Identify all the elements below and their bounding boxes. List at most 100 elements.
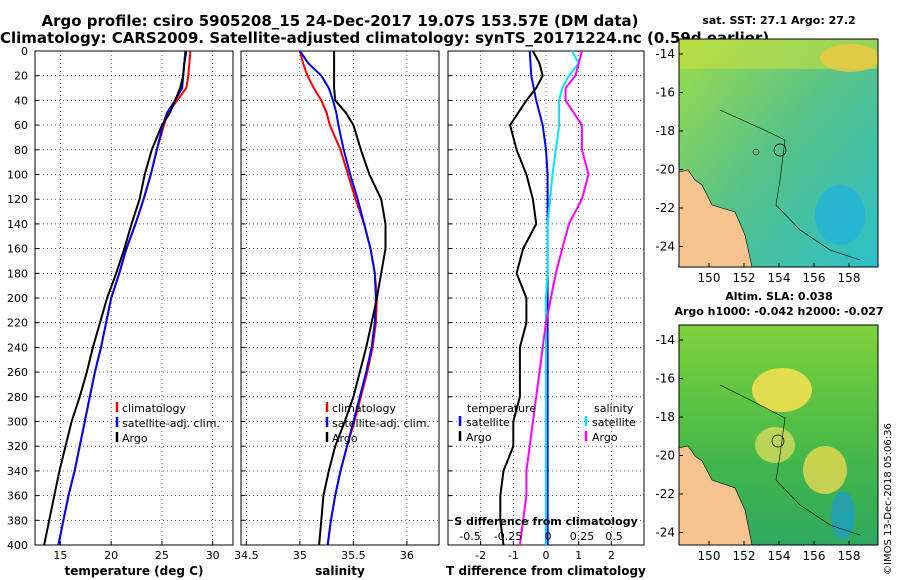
map-x-tick-label: 158 (838, 271, 861, 285)
series-line-satellite-adj-clim- (57, 50, 187, 546)
map-y-tick-label: -16 (655, 372, 675, 386)
depth-tick-label: 160 (7, 243, 28, 256)
depth-tick-label: 140 (7, 218, 28, 231)
series-line-argo (43, 50, 188, 546)
depth-tick-label: 180 (7, 267, 28, 280)
map-y-tick-label: -20 (655, 163, 675, 177)
legend-label: Argo (122, 432, 148, 445)
map-y-tick-label: -18 (655, 410, 675, 424)
series-line-argo-salinity- (518, 50, 590, 546)
map-x-tick-label: 150 (698, 549, 721, 563)
map-x-tick-label: 152 (733, 549, 756, 563)
series-line-argo-temperature- (499, 50, 544, 546)
x-tick-label: -2 (475, 549, 486, 562)
depth-tick-label: 300 (7, 416, 28, 429)
series-line-climatology (57, 50, 192, 546)
series-line-satellite-adj-clim- (299, 50, 377, 546)
x-tick-label: 35.5 (341, 549, 366, 562)
map-y-tick-label: -24 (655, 526, 675, 540)
x-tick-label: 36 (400, 549, 414, 562)
x-axis-label: T difference from climatology (446, 564, 646, 578)
map-y-tick-label: -24 (655, 240, 675, 254)
map-y-tick-label: -14 (655, 333, 675, 347)
x2-tick-label: 0 (545, 530, 552, 543)
depth-tick-label: 320 (7, 440, 28, 453)
legend-group-title: salinity (594, 402, 634, 415)
legend-label: satellite (466, 416, 510, 429)
depth-tick-label: 380 (7, 514, 28, 527)
depth-tick-label: 80 (14, 144, 28, 157)
map-y-tick-label: -14 (655, 47, 675, 61)
salinity-panel: 34.5 35 35.5 36 salinity climatology satellite… (234, 50, 440, 578)
map-x-tick-label: 158 (838, 549, 861, 563)
x-tick-label: 35 (293, 549, 307, 562)
x-tick-label: 0 (543, 549, 550, 562)
legend-label: satellite-adj. clim. (332, 417, 430, 430)
map-y-tick-label: -22 (655, 487, 675, 501)
legend-label: climatology (332, 402, 396, 415)
sla-map (679, 325, 878, 545)
x2-axis-label: S difference from climatology (454, 515, 638, 528)
x-tick-label: 25 (155, 549, 169, 562)
map-x-tick-label: 154 (768, 549, 791, 563)
x-tick-label: 15 (53, 549, 67, 562)
series-line-satellite-temperature- (528, 50, 549, 545)
series-line-argo (318, 51, 387, 546)
map-y-tick-label: -18 (655, 124, 675, 138)
depth-tick-label: 200 (7, 292, 28, 305)
depth-tick-label: 100 (7, 169, 28, 182)
sla-map-axes: 150 152 154 156 158 -14 -16 -18 -20 -22 -24 (655, 333, 860, 563)
legend-label: climatology (122, 402, 186, 415)
legend-label: Argo (332, 432, 358, 445)
x-tick-label: 1 (575, 549, 582, 562)
depth-tick-label: 280 (7, 391, 28, 404)
depth-axis: 0 20 40 60 80 100 120 140 160 180 200 220 240 260 280 3… (7, 45, 28, 552)
x-tick-label: 34.5 (234, 549, 259, 562)
x2-tick-label: -0.25 (494, 530, 522, 543)
map-y-tick-label: -20 (655, 449, 675, 463)
depth-tick-label: 60 (14, 119, 28, 132)
difference-panel: -2 -1 0 1 2 T difference from climatology S di… (446, 50, 646, 578)
depth-tick-label: 0 (21, 45, 28, 58)
depth-tick-label: 400 (7, 539, 28, 552)
legend-group-title: temperature (467, 402, 536, 415)
legend-label: Argo (466, 431, 492, 444)
title-line-1: Argo profile: csiro 5905208_15 24-Dec-20… (41, 12, 639, 30)
x2-tick-label: 0.5 (605, 530, 623, 543)
map-x-tick-label: 156 (803, 549, 826, 563)
legend-label: satellite-adj. clim. (122, 417, 220, 430)
sla-map-title-2: Argo h1000: -0.042 h2000: -0.027 (674, 305, 884, 318)
x-axis-label: salinity (315, 564, 365, 578)
map-x-tick-label: 150 (698, 271, 721, 285)
x-tick-label: 2 (608, 549, 615, 562)
depth-tick-label: 20 (14, 70, 28, 83)
map-x-tick-label: 156 (803, 271, 826, 285)
depth-tick-label: 120 (7, 193, 28, 206)
legend-label: Argo (592, 431, 618, 444)
legend-label: satellite (592, 416, 636, 429)
depth-tick-label: 260 (7, 366, 28, 379)
depth-tick-label: 340 (7, 465, 28, 478)
title-line-2: Climatology: CARS2009. Satellite-adjuste… (0, 29, 770, 47)
x-tick-label: -1 (508, 549, 519, 562)
depth-tick-label: 220 (7, 317, 28, 330)
map-y-tick-label: -16 (655, 86, 675, 100)
depth-tick-label: 360 (7, 490, 28, 503)
map-x-tick-label: 154 (768, 271, 791, 285)
x-tick-label: 20 (104, 549, 118, 562)
sst-map (679, 39, 878, 267)
sst-map-axes: 150 152 154 156 158 -14 -16 -18 -20 -22 -24 (655, 47, 860, 285)
x-axis-label: temperature (deg C) (65, 564, 204, 578)
map-y-tick-label: -22 (655, 201, 675, 215)
x2-tick-label: -0.5 (459, 530, 480, 543)
series-line-satellite-salinity- (545, 50, 580, 545)
x2-tick-label: 0.25 (570, 530, 595, 543)
map-x-tick-label: 152 (733, 271, 756, 285)
sst-map-title: sat. SST: 27.1 Argo: 27.2 (702, 14, 856, 27)
x-tick-label: 30 (206, 549, 220, 562)
depth-tick-label: 40 (14, 94, 28, 107)
sla-map-title-1: Altim. SLA: 0.038 (725, 290, 833, 303)
depth-tick-label: 240 (7, 341, 28, 354)
